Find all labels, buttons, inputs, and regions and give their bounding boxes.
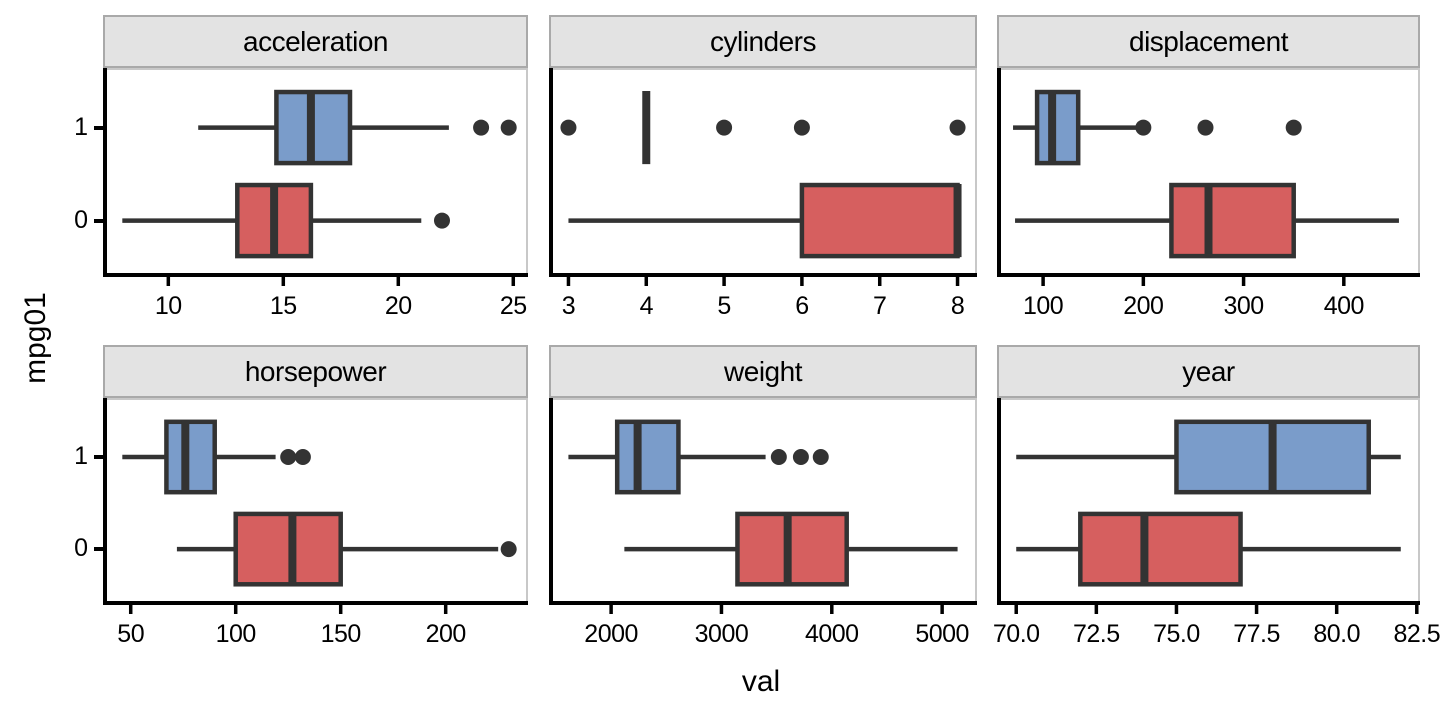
x-tick-label: 72.5 bbox=[1073, 620, 1120, 648]
y-tick-label: 0 bbox=[74, 534, 88, 563]
facet-strip-label: acceleration bbox=[243, 25, 388, 57]
y-tick-mark bbox=[94, 218, 103, 223]
x-tick-label: 100 bbox=[1023, 292, 1063, 320]
x-tick-label: 8 bbox=[951, 292, 964, 320]
x-tick-label: 25 bbox=[500, 292, 527, 320]
facet-panel-horsepower: 50 100 150 200 bbox=[103, 398, 528, 648]
x-tick-label: 3 bbox=[562, 292, 575, 320]
x-tick-label: 300 bbox=[1223, 292, 1263, 320]
x-tick-label: 80.0 bbox=[1313, 620, 1360, 648]
facet-weight: weight 2000 3000 4000 5000 bbox=[549, 345, 977, 648]
x-tick-label: 4 bbox=[640, 292, 654, 320]
x-tick-label: 3000 bbox=[695, 620, 749, 648]
x-tick-label: 200 bbox=[1123, 292, 1163, 320]
x-tick-label: 77.5 bbox=[1233, 620, 1280, 648]
y-tick-mark bbox=[94, 547, 103, 552]
facet-strip: acceleration bbox=[103, 15, 528, 68]
facet-strip: horsepower bbox=[103, 345, 528, 398]
facet-panel-weight: 2000 3000 4000 5000 bbox=[549, 398, 977, 648]
x-tick-label: 82.5 bbox=[1393, 620, 1440, 648]
facet-panel-year: 70.0 72.5 75.0 77.5 80.0 82.5 bbox=[993, 398, 1440, 648]
y-tick-label: 1 bbox=[74, 441, 88, 470]
x-tick-label: 70.0 bbox=[993, 620, 1040, 648]
y-axis-title: mpg01 bbox=[19, 292, 52, 384]
facet-horsepower: horsepower 50 100 150 200 bbox=[103, 345, 528, 648]
x-tick-label: 400 bbox=[1324, 292, 1364, 320]
facet-cylinders: cylinders 3 4 5 6 7 8 bbox=[549, 15, 977, 320]
x-tick-label: 100 bbox=[216, 620, 256, 648]
x-tick-label: 6 bbox=[795, 292, 808, 320]
y-tick-label: 0 bbox=[74, 205, 88, 234]
facet-panel-acceleration: 10 15 20 25 bbox=[103, 68, 528, 320]
facet-strip-label: cylinders bbox=[710, 25, 816, 57]
x-tick-label: 10 bbox=[155, 292, 182, 320]
facet-strip: cylinders bbox=[549, 15, 977, 68]
y-tick-mark bbox=[94, 125, 103, 130]
facet-panel-cylinders: 3 4 5 6 7 8 bbox=[549, 68, 977, 320]
x-tick-label: 150 bbox=[321, 620, 361, 648]
facet-panel-displacement: 100 200 300 400 bbox=[997, 68, 1420, 320]
facet-acceleration: acceleration 10 15 20 25 bbox=[103, 15, 528, 320]
facet-strip: year bbox=[997, 345, 1420, 398]
facet-strip: displacement bbox=[997, 15, 1420, 68]
x-axis-title: val bbox=[741, 665, 781, 698]
facet-strip-label: displacement bbox=[1129, 25, 1288, 57]
y-tick-mark bbox=[94, 454, 103, 459]
facet-displacement: displacement 100 200 300 400 bbox=[997, 15, 1420, 320]
x-tick-label: 50 bbox=[117, 620, 144, 648]
x-tick-label: 2000 bbox=[584, 620, 638, 648]
facet-year: year 70.0 72.5 75.0 77.5 80.0 82.5 bbox=[993, 345, 1440, 648]
x-tick-label: 75.0 bbox=[1153, 620, 1200, 648]
x-tick-label: 200 bbox=[426, 620, 466, 648]
x-tick-label: 15 bbox=[270, 292, 297, 320]
x-tick-label: 4000 bbox=[805, 620, 859, 648]
facet-strip-label: weight bbox=[724, 355, 802, 387]
x-tick-label: 20 bbox=[385, 292, 412, 320]
y-tick-label: 1 bbox=[74, 112, 88, 141]
facet-strip: weight bbox=[549, 345, 977, 398]
facet-strip-label: horsepower bbox=[244, 355, 387, 387]
x-tick-label: 5 bbox=[717, 292, 730, 320]
facet-strip-label: year bbox=[1182, 355, 1235, 387]
x-tick-label: 5000 bbox=[915, 620, 969, 648]
x-tick-label: 7 bbox=[873, 292, 886, 320]
